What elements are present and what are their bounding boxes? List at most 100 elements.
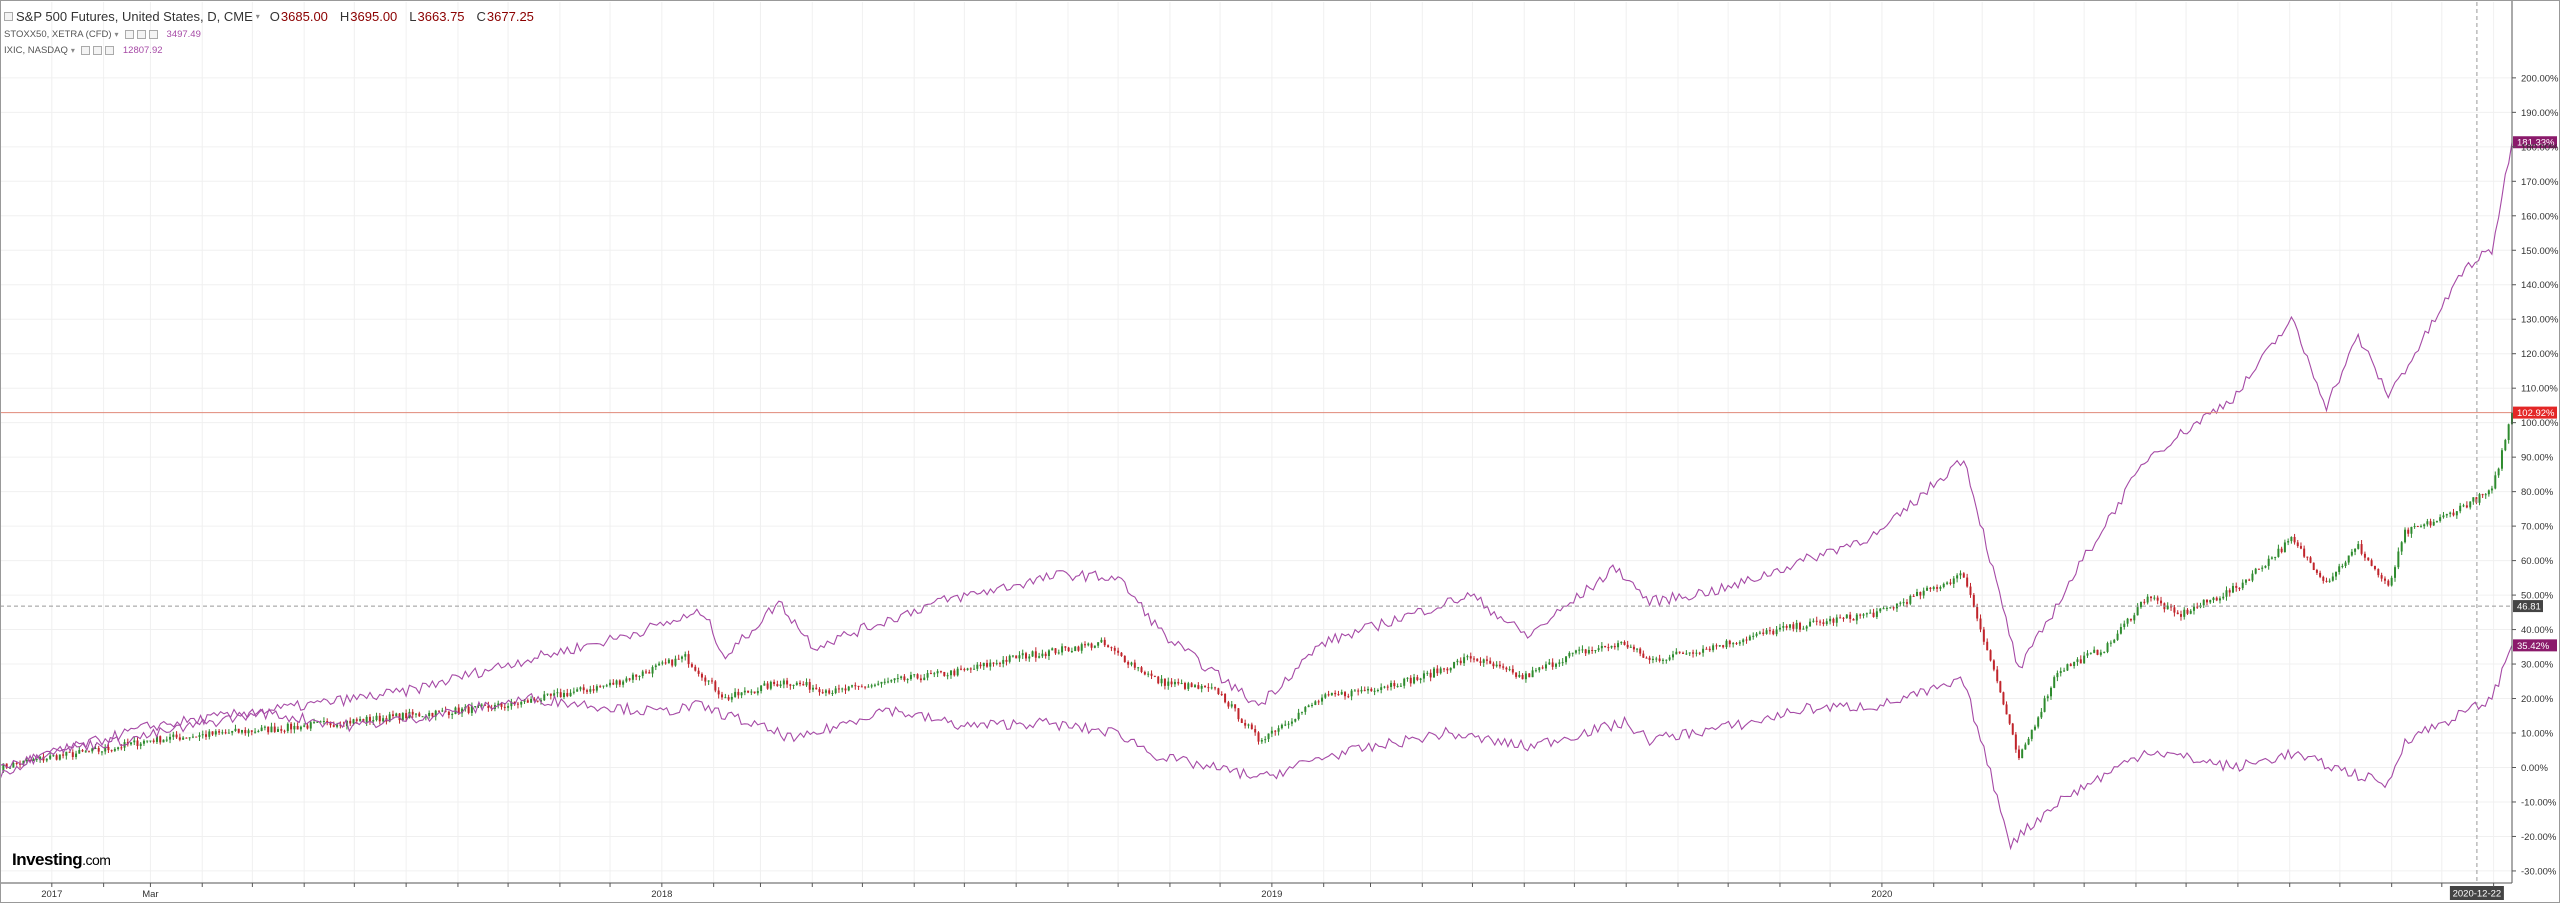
candle-body [638,675,641,677]
candle-body [1363,689,1366,691]
candle-body [2377,569,2380,576]
candle-body [1250,724,1253,730]
candle-body [1518,674,1521,677]
candle-body [257,730,260,732]
candle-body [2076,659,2079,662]
candle-body [2335,571,2338,577]
investing-logo: Investing.com [12,850,111,869]
chevron-down-icon[interactable]: ▾ [255,11,260,21]
candle-body [1307,705,1310,708]
settings-icon[interactable] [92,45,102,55]
candle-body [178,737,181,740]
candle-body [1671,654,1674,658]
candle-body [1946,582,1949,584]
candle-body [756,690,759,694]
candle-body [2179,614,2182,617]
candle-body [1932,587,1935,590]
candle-body [1274,730,1277,732]
candle-body [2228,590,2231,593]
candle-body [339,724,342,726]
candle-body [22,760,25,765]
candle-body [2373,565,2376,570]
candle-body [2274,556,2277,558]
candle-body [599,686,602,688]
visibility-toggle-icon[interactable] [124,29,134,39]
candle-body [513,701,516,704]
candle-body [523,700,526,702]
candle-body [995,663,998,665]
candle-body [1237,708,1240,720]
candle-body [789,684,792,686]
candle-body [690,664,693,667]
candle-body [721,694,724,698]
candle-body [2024,744,2027,750]
candle-body [890,680,893,682]
candle-body [844,688,847,691]
candle-body [1150,673,1153,676]
candle-body [2407,529,2410,534]
settings-icon[interactable] [136,29,146,39]
candle-body [549,693,552,696]
candle-body [831,692,834,694]
candle-body [1855,614,1858,621]
y-tick-label: 20.00% [2521,694,2554,705]
candle-body [113,749,116,751]
candle-body [1511,669,1514,673]
candle-body [2280,548,2283,553]
candle-body [654,665,657,668]
candle-body [414,713,417,715]
candle-body [1705,648,1708,650]
chevron-down-icon[interactable]: ▾ [114,29,119,39]
candle-body [734,691,737,697]
chevron-down-icon[interactable]: ▾ [70,45,75,55]
candle-body [533,699,536,701]
candle-body [1718,645,1721,647]
candle-body [2106,643,2109,652]
candle-body [2049,687,2052,697]
candle-body [313,722,316,724]
candle-body [929,673,932,675]
candle-body [1859,614,1862,616]
candle-body [896,678,899,680]
compare-symbol-value: 12807.92 [122,44,163,56]
candle-body [677,658,680,660]
candle-body [786,680,789,685]
candle-body [2312,562,2315,571]
candle-body [130,742,133,745]
candle-body [1373,690,1376,692]
candle-body [1247,724,1250,726]
candle-body [2416,526,2419,528]
candle-body [1839,617,1842,619]
candle-body [1074,646,1077,652]
x-tick-label: 2019 [1261,889,1282,900]
compare-symbol-value: 3497.49 [166,28,201,40]
close-icon[interactable] [148,29,158,39]
candle-body [1538,667,1541,671]
candle-body [1314,701,1317,705]
candle-body [421,716,424,718]
candle-body [411,711,414,715]
candle-body [553,693,556,696]
candle-body [569,692,572,697]
candle-body [2235,585,2238,588]
close-icon[interactable] [104,45,114,55]
collapse-legend-icon[interactable] [4,11,13,21]
candle-body [451,714,454,716]
candle-body [191,736,194,738]
candle-body [152,740,155,742]
candle-body [1396,686,1399,688]
candle-body [1655,658,1658,660]
candle-body [214,731,217,735]
candle-body [671,659,674,666]
candle-body [2218,598,2221,601]
series-value-badge-bg [2513,639,2557,652]
candle-body [1982,629,1985,642]
candle-body [1768,630,1771,632]
candle-body [2123,623,2126,628]
y-tick-label: 190.00% [2521,108,2559,119]
visibility-toggle-icon[interactable] [80,45,90,55]
candle-body [586,690,589,692]
candle-body [276,729,279,732]
